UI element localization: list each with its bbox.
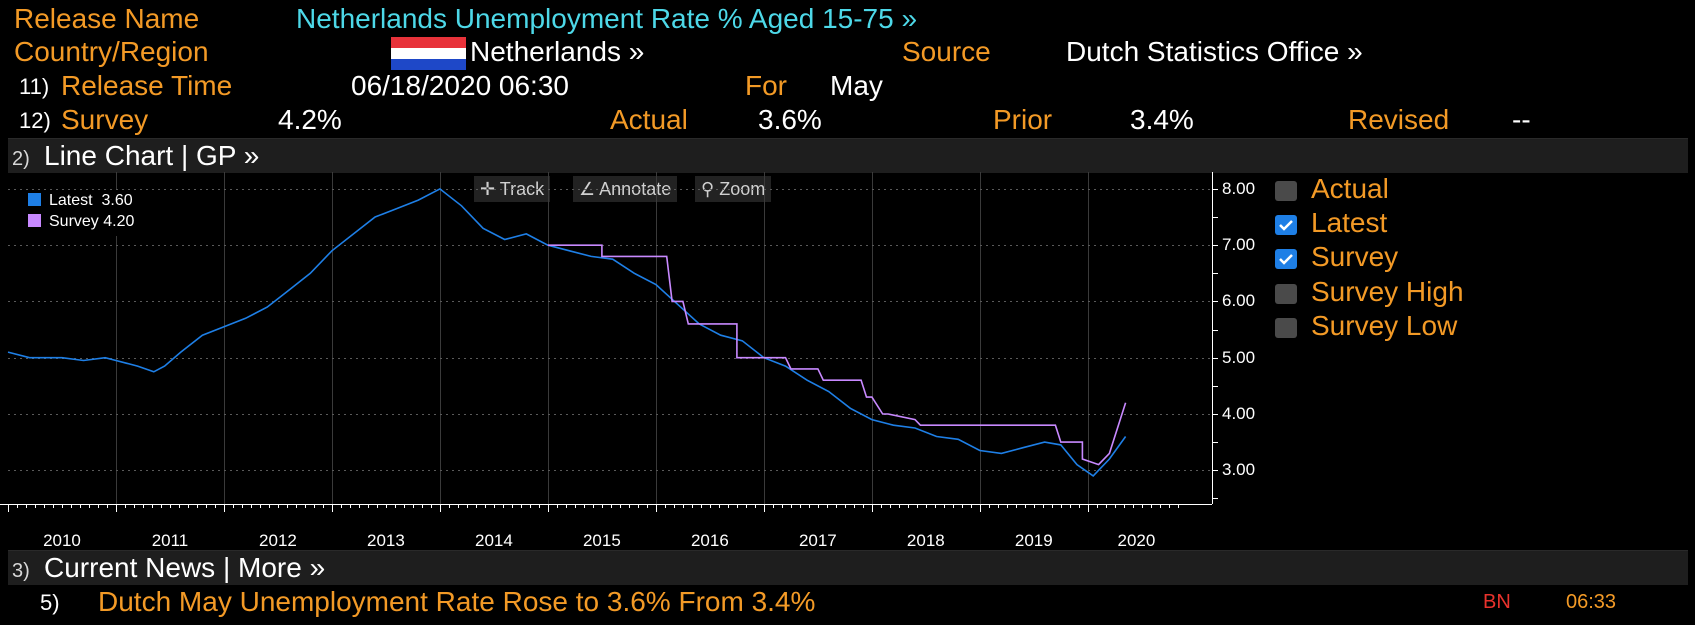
legend-swatch-latest (28, 193, 41, 206)
survey-high-toggle-label[interactable]: Survey High (1311, 276, 1464, 307)
chart-series (7, 187, 1127, 477)
series-line-latest[interactable] (7, 187, 1127, 477)
latest-toggle-label[interactable]: Latest (1311, 207, 1388, 238)
for-value: May (830, 70, 883, 101)
legend-swatch-survey (28, 214, 41, 227)
x-tick-label: 2018 (906, 531, 945, 550)
y-tick-label: 3.00 (1222, 460, 1256, 480)
source-label: Source (902, 36, 991, 67)
legend-latest-name: Latest (49, 192, 93, 209)
x-tick-label: 2016 (690, 531, 729, 550)
check-icon (1279, 220, 1293, 231)
revised-label: Revised (1348, 104, 1450, 135)
section-number: 2) (12, 148, 30, 170)
chart-legend: Latest 3.60 Survey 4.20 (12, 190, 162, 236)
survey-low-checkbox[interactable] (1275, 318, 1297, 338)
x-tick-label: 2015 (582, 531, 621, 550)
line-chart[interactable] (0, 172, 1220, 562)
actual-toggle-label[interactable]: Actual (1311, 173, 1389, 204)
latest-checkbox[interactable] (1275, 215, 1297, 235)
legend-survey: Survey 4.20 (28, 213, 134, 231)
actual-value: 3.6% (758, 104, 822, 135)
section-number: 3) (12, 560, 30, 582)
series-line-survey[interactable] (547, 244, 1127, 466)
source-link[interactable]: Dutch Statistics Office » (1066, 36, 1363, 67)
country-link[interactable]: Netherlands » (470, 36, 645, 67)
release-name-label: Release Name (14, 3, 200, 34)
chart-gridlines (8, 172, 1210, 504)
x-tick-label: 2014 (474, 531, 513, 550)
legend-latest: Latest 3.60 (28, 192, 133, 210)
survey-number: 12) (19, 108, 51, 133)
country-label: Country/Region (14, 36, 209, 67)
release-time-number: 11) (19, 74, 50, 99)
survey-checkbox[interactable] (1275, 249, 1297, 269)
x-tick-label: 2011 (151, 531, 189, 550)
news-headline[interactable]: Dutch May Unemployment Rate Rose to 3.6%… (98, 586, 816, 617)
y-tick-label: 8.00 (1222, 178, 1256, 198)
for-label: For (745, 70, 787, 101)
prior-value: 3.4% (1130, 104, 1194, 135)
line-chart-title[interactable]: Line Chart | GP » (44, 140, 260, 171)
zoom-label: Zoom (719, 179, 766, 199)
y-tick-label: 7.00 (1222, 235, 1256, 255)
current-news-title[interactable]: Current News | More » (44, 552, 326, 583)
current-news-section-bar[interactable]: 3) Current News | More » (8, 550, 1688, 585)
legend-survey-value: 4.20 (103, 213, 135, 230)
pencil-icon: ∠ (579, 179, 596, 199)
x-tick-label: 2019 (1014, 531, 1053, 550)
annotate-label: Annotate (599, 179, 672, 199)
survey-label[interactable]: Survey (61, 104, 149, 135)
x-tick-label: 2017 (798, 531, 837, 550)
legend-survey-name: Survey (49, 213, 99, 230)
news-source: BN (1483, 591, 1511, 613)
check-icon (1279, 254, 1293, 265)
y-tick-label: 4.00 (1222, 403, 1256, 423)
news-time: 06:33 (1566, 591, 1617, 613)
y-tick-label: 6.00 (1222, 291, 1256, 311)
survey-toggle-label[interactable]: Survey (1311, 241, 1399, 272)
revised-value: -- (1512, 104, 1531, 135)
actual-checkbox[interactable] (1275, 181, 1297, 201)
track-label: Track (499, 179, 545, 199)
x-tick-label: 2020 (1117, 531, 1156, 550)
x-tick-label: 2012 (259, 531, 297, 550)
y-tick-label: 5.00 (1222, 347, 1256, 367)
legend-latest-value: 3.60 (101, 192, 133, 209)
x-tick-label: 2010 (43, 531, 81, 550)
actual-label: Actual (610, 104, 688, 135)
release-name-link[interactable]: Netherlands Unemployment Rate % Aged 15-… (296, 3, 918, 34)
release-time-label[interactable]: Release Time (61, 70, 233, 101)
x-tick-label: 2013 (367, 531, 405, 550)
survey-value: 4.2% (278, 104, 342, 135)
line-chart-section-bar[interactable]: 2) Line Chart | GP » (8, 138, 1688, 173)
survey-high-checkbox[interactable] (1275, 284, 1297, 304)
survey-low-toggle-label[interactable]: Survey Low (1311, 310, 1458, 341)
search-icon: ⚲ (701, 179, 715, 199)
annotate-button[interactable]: ∠ Annotate (573, 176, 678, 202)
news-item-number: 5) (40, 590, 60, 615)
netherlands-flag-icon (391, 37, 466, 70)
release-time-value: 06/18/2020 06:30 (351, 70, 569, 101)
chart-axis (0, 172, 1218, 512)
zoom-button[interactable]: ⚲ Zoom (695, 176, 772, 202)
crosshair-icon: ✛ (480, 179, 496, 199)
prior-label: Prior (993, 104, 1053, 135)
